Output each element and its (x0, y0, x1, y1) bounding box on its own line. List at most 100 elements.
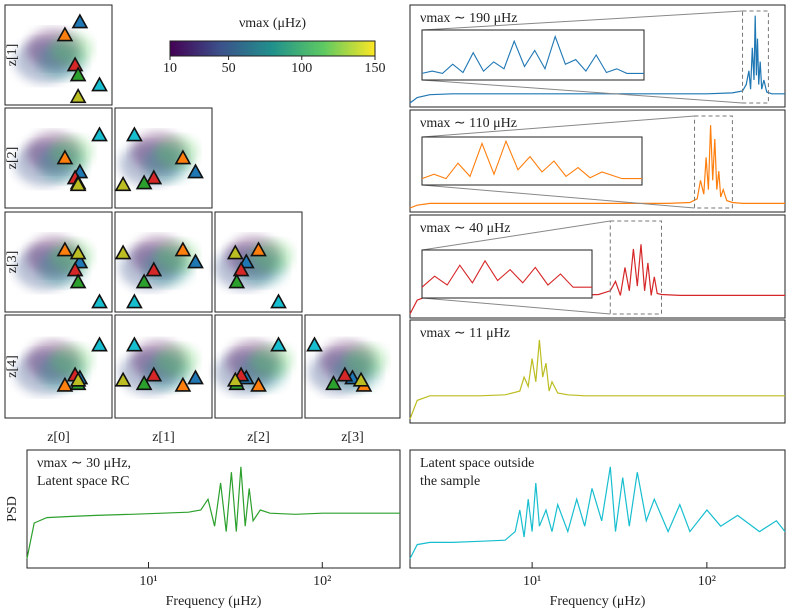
spectrum-line (26, 466, 400, 559)
latent-point (270, 293, 287, 309)
latent-point (114, 176, 132, 192)
density-cloud (50, 344, 93, 377)
panel-title: Latent space outside (420, 456, 534, 471)
panel-frame (409, 449, 786, 569)
latent-point (114, 371, 132, 387)
latent-point (174, 149, 192, 165)
x-tick-label: 10¹ (139, 574, 157, 589)
corner-panel (4, 4, 113, 106)
panel-frame (214, 314, 303, 419)
latent-point (69, 176, 87, 192)
panel-frame (4, 314, 113, 419)
x-axis-label: Frequency (μHz) (166, 594, 262, 609)
x-axis-label: Frequency (μHz) (550, 594, 646, 609)
latent-point (56, 241, 74, 257)
spectrum-line (409, 339, 785, 420)
x-tick-label: 10² (698, 574, 716, 589)
colorbar (169, 40, 376, 57)
latent-point (352, 371, 370, 387)
density-cloud (250, 344, 293, 377)
panel-title: νmax ∼ 190 μHz (420, 11, 518, 26)
zoom-box (609, 220, 662, 315)
latent-point (69, 371, 87, 387)
panel-frame (409, 109, 786, 213)
latent-point (91, 336, 108, 352)
x-tick-label: 10² (313, 574, 331, 589)
panel-frame (4, 107, 113, 209)
latent-point (145, 261, 163, 277)
panel-title: νmax ∼ 11 μHz (420, 326, 510, 341)
latent-point (69, 244, 87, 260)
inset-line (421, 259, 592, 288)
panel-frame (304, 314, 401, 419)
panel-frame (409, 4, 786, 108)
latent-point (69, 66, 87, 82)
latent-point (126, 336, 143, 352)
latent-point (336, 366, 354, 382)
y-axis-label: z[3] (5, 251, 20, 274)
latent-point (71, 13, 89, 29)
panel-title: νmax ∼ 40 μHz (420, 221, 511, 236)
latent-point (145, 366, 163, 382)
y-axis-label: z[2] (5, 147, 20, 170)
x-axis-label: z[2] (247, 430, 270, 445)
x-axis-label: z[3] (341, 430, 364, 445)
panel-frame (114, 107, 213, 209)
colorbar-tick-label: 10 (163, 61, 177, 76)
latent-point (187, 253, 204, 269)
panel-title: νmax ∼ 30 μHz, (37, 456, 131, 471)
latent-point (226, 371, 244, 387)
panel-frame (114, 314, 213, 419)
latent-point (135, 174, 153, 190)
zoom-connector (421, 115, 695, 138)
colorbar-label: νmax (μHz) (239, 16, 306, 31)
inset-frame (421, 136, 643, 186)
latent-point (69, 88, 87, 104)
y-axis-label: z[4] (5, 355, 20, 378)
latent-point (135, 375, 153, 391)
spectrum-line (409, 125, 785, 209)
corner-panel (214, 211, 303, 313)
corner-panel (114, 314, 213, 419)
latent-point (270, 336, 287, 352)
spectrum-line (409, 15, 785, 104)
x-tick-label: 10¹ (523, 574, 541, 589)
spectrum-line (409, 466, 786, 559)
panel-frame (4, 4, 113, 106)
latent-point (126, 126, 143, 142)
panel-frame (214, 211, 303, 313)
density-cloud (155, 344, 198, 377)
zoom-connector (421, 297, 611, 315)
zoom-box (742, 10, 769, 104)
latent-point (69, 273, 87, 289)
inset-line (421, 34, 644, 74)
zoom-connector (421, 10, 743, 31)
latent-point (174, 376, 192, 392)
latent-point (306, 336, 323, 352)
x-axis-label: z[1] (152, 430, 175, 445)
colorbar-tick-label: 50 (222, 61, 236, 76)
zoom-connector (421, 184, 695, 209)
y-axis-label: z[1] (5, 44, 20, 67)
density-cloud (50, 33, 93, 65)
panel-frame (114, 211, 213, 313)
latent-point (187, 163, 204, 179)
zoom-box (694, 115, 733, 209)
latent-point (114, 244, 132, 260)
latent-point (187, 369, 204, 385)
latent-point (91, 126, 108, 142)
y-axis-label: PSD (5, 496, 20, 522)
corner-panel (4, 314, 113, 419)
latent-point (56, 376, 74, 392)
corner-panel (304, 314, 401, 419)
zoom-connector (421, 79, 743, 104)
panel-title: Latent space RC (37, 474, 130, 489)
panel-frame (409, 214, 786, 319)
latent-point (174, 241, 192, 257)
panel-frame (26, 449, 401, 569)
latent-point (91, 293, 108, 309)
latent-point (250, 376, 267, 392)
x-axis-label: z[0] (47, 430, 70, 445)
latent-point (226, 244, 244, 260)
inset-line (421, 139, 642, 180)
